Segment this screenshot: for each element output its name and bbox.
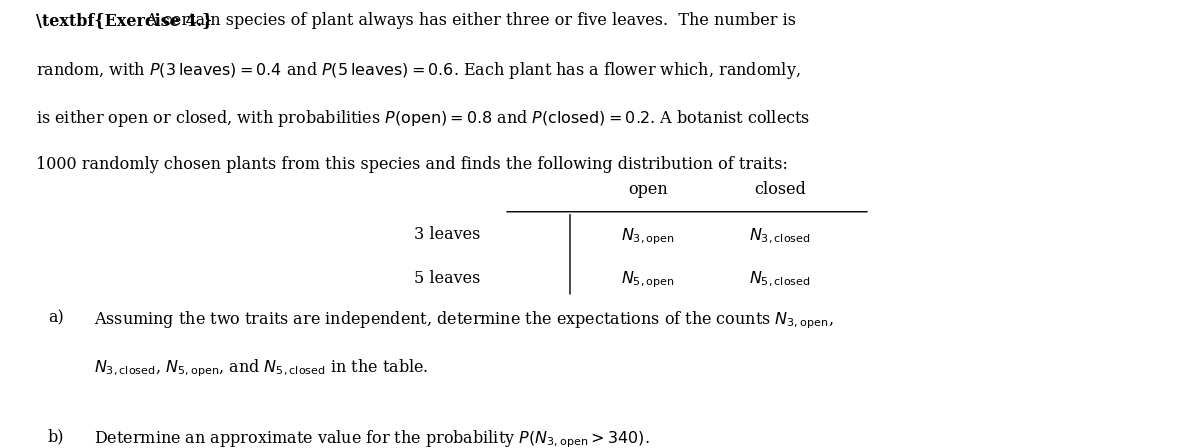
Text: 1000 randomly chosen plants from this species and finds the following distributi: 1000 randomly chosen plants from this sp… (36, 156, 788, 172)
Text: \textbf{Exercise 4.}: \textbf{Exercise 4.} (36, 13, 212, 30)
Text: $N_{5,\mathrm{closed}}$: $N_{5,\mathrm{closed}}$ (749, 270, 811, 289)
Text: is either open or closed, with probabilities $P(\mathrm{open}) = 0.8$ and $P(\ma: is either open or closed, with probabili… (36, 108, 810, 129)
Text: random, with $P(3\,\mathrm{leaves}) = 0.4$ and $P(5\,\mathrm{leaves}) = 0.6$. Ea: random, with $P(3\,\mathrm{leaves}) = 0.… (36, 60, 800, 81)
Text: a): a) (48, 309, 64, 326)
Text: Determine an approximate value for the probability $P(N_{3,\mathrm{open}} > 340): Determine an approximate value for the p… (94, 429, 649, 448)
Text: 5 leaves: 5 leaves (414, 270, 480, 287)
Text: Assuming the two traits are independent, determine the expectations of the count: Assuming the two traits are independent,… (94, 309, 833, 331)
Text: $N_{3,\mathrm{open}}$: $N_{3,\mathrm{open}}$ (622, 226, 674, 247)
Text: A certain species of plant always has either three or five leaves.  The number i: A certain species of plant always has ei… (136, 13, 796, 30)
Text: 3 leaves: 3 leaves (414, 226, 480, 243)
Text: $N_{3,\mathrm{closed}}$, $N_{5,\mathrm{open}}$, and $N_{5,\mathrm{closed}}$ in t: $N_{3,\mathrm{closed}}$, $N_{5,\mathrm{o… (94, 357, 428, 379)
Text: $N_{5,\mathrm{open}}$: $N_{5,\mathrm{open}}$ (622, 270, 674, 290)
Text: open: open (628, 181, 668, 198)
Text: $N_{3,\mathrm{closed}}$: $N_{3,\mathrm{closed}}$ (749, 226, 811, 246)
Text: b): b) (48, 429, 65, 446)
Text: closed: closed (754, 181, 806, 198)
